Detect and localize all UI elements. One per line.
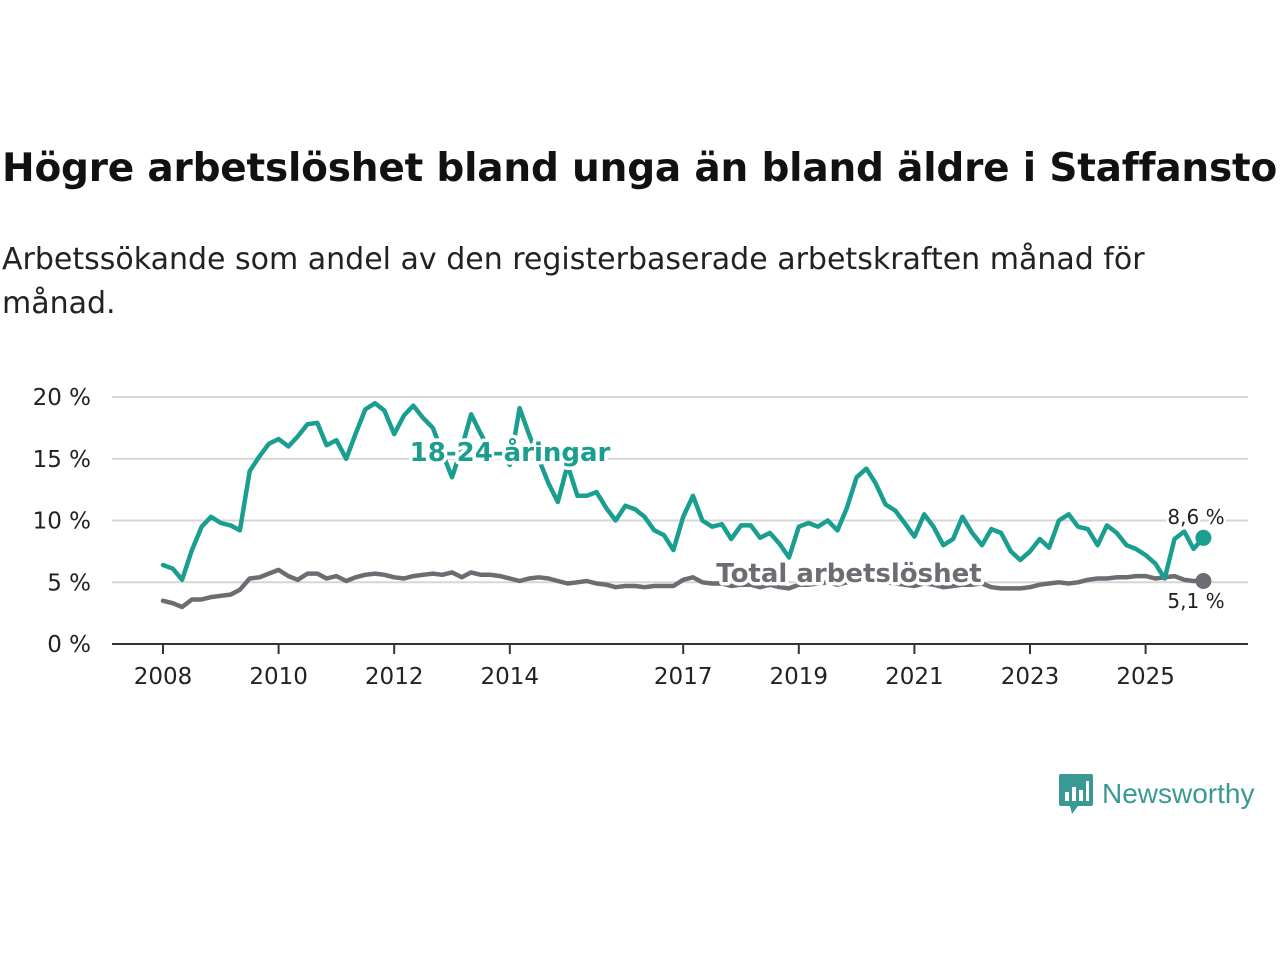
x-tick-label: 2008 [134,664,193,690]
end-value-label-youth: 8,6 % [1167,505,1224,529]
series-line-total [160,567,1206,610]
x-tick-label: 2025 [1116,664,1175,690]
x-tick-label: 2023 [1001,664,1060,690]
y-axis-ticks: 0 % 5 % 10 % 15 % 20 % [33,385,91,658]
series-line-youth [160,400,1206,583]
x-tick-label: 2017 [654,664,713,690]
y-tick-label: 10 % [33,509,91,535]
x-tick-label: 2021 [885,664,944,690]
chart-title: Högre arbetslöshet bland unga än bland ä… [2,146,1280,191]
chart-subtitle: Arbetssökande som andel av den registerb… [2,242,1145,321]
x-tick-label: 2010 [249,664,308,690]
end-point-total [1195,573,1212,590]
newsworthy-logo: Newsworthy [1058,772,1254,816]
y-tick-label: 5 % [47,570,91,596]
series-lines [160,400,1212,610]
y-tick-label: 15 % [33,447,91,473]
grid-lines [112,396,1248,584]
x-tick-label: 2019 [770,664,829,690]
y-tick-label: 20 % [33,385,91,411]
series-label-youth: 18-24-åringar [410,436,611,468]
x-axis: 2008 2010 2012 2014 2017 2019 2021 2023 2025 [112,643,1248,690]
series-labels: 18-24-åringar Total arbetslöshet 8,6 % 5,1 … [406,433,1227,616]
y-tick-label: 0 % [47,632,91,658]
x-tick-label: 2012 [365,664,424,690]
series-label-total: Total arbetslöshet [716,559,981,589]
x-tick-label: 2014 [481,664,540,690]
end-point-youth [1195,529,1212,546]
end-value-label-total: 5,1 % [1167,589,1224,613]
brand-name: Newsworthy [1102,778,1255,809]
chat-bar-chart-icon [1059,774,1093,814]
